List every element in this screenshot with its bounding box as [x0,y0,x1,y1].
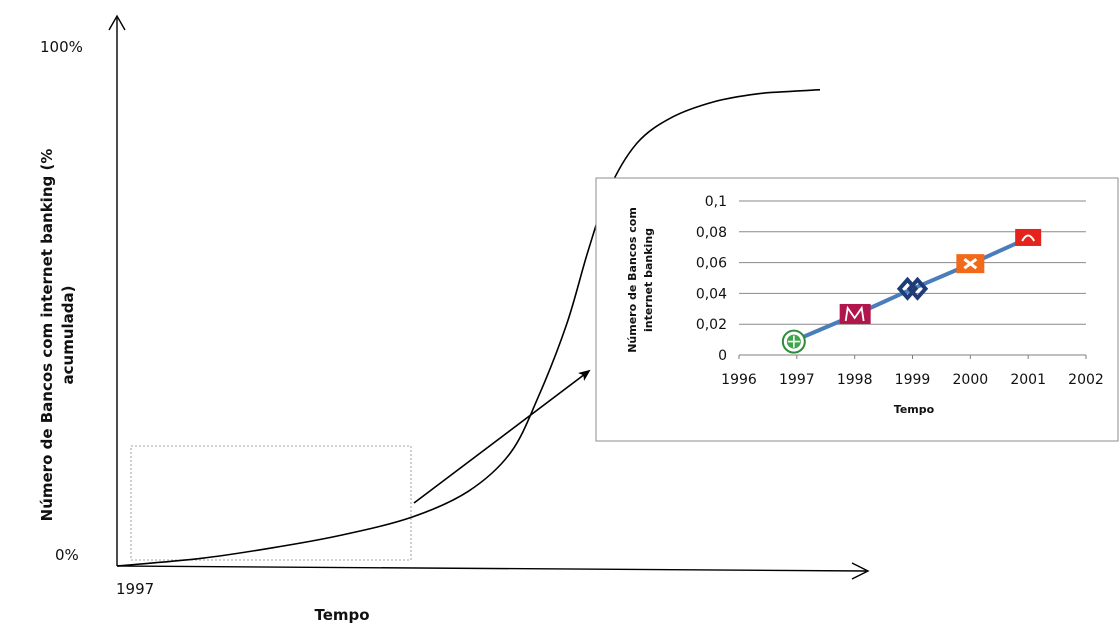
inset-chart: 0 0,02 0,04 0,06 0,08 0,1 1996 1997 1998 1999 200… [595,177,1119,442]
inset-y-tick-label: 0,08 [696,225,727,241]
inset-x-tick-label: 1996 [721,372,757,388]
main-y-axis-title-line1: Número de Bancos com internet banking (% [38,149,56,522]
main-x-axis-arrow [851,562,870,580]
inset-y-tick-label: 0,04 [696,286,727,302]
inset-y-axis-title-line1: Número de Bancos com [626,207,639,353]
main-y-bottom-label: 0% [55,546,79,564]
inset-x-tick-label: 1997 [779,372,815,388]
green-bank-logo [781,329,806,354]
inset-y-tick-label: 0,1 [705,194,727,210]
main-x-start-label: 1997 [116,580,154,598]
main-y-axis-title-line2: acumulada) [59,286,77,385]
main-y-top-label: 100% [40,38,83,56]
zoom-arrow [413,369,591,504]
zoom-region-box [130,445,412,561]
main-y-axis-arrow [108,14,126,31]
orange-bank-logo [956,254,985,274]
inset-y-tick-label: 0 [718,348,727,364]
millennium-m-logo [839,303,871,324]
inset-y-tick-label: 0,02 [696,317,727,333]
main-x-axis [116,565,867,572]
inset-x-tick-label: 2001 [1010,372,1046,388]
main-s-curve [116,88,821,567]
santander-logo [1015,228,1042,246]
inset-x-axis-title: Tempo [894,403,935,416]
inset-series-line [796,236,1030,342]
inset-x-tick-label: 2002 [1068,372,1104,388]
cgd-logo [896,276,929,301]
inset-x-tick-label: 2000 [953,372,989,388]
inset-y-axis-title-line2: internet banking [642,228,655,332]
inset-x-tick-label: 1998 [837,372,873,388]
inset-x-tick-label: 1999 [895,372,931,388]
main-x-axis-title: Tempo [314,606,369,624]
inset-y-tick-label: 0,06 [696,256,727,272]
